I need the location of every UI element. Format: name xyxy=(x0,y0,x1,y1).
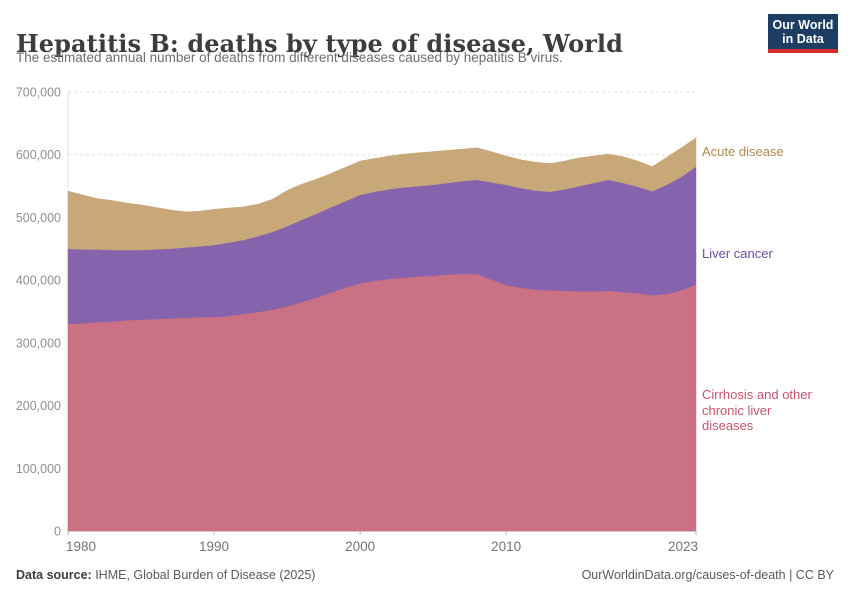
owid-logo-line2: in Data xyxy=(782,32,824,46)
y-tick-label: 400,000 xyxy=(16,274,61,288)
chart-subtitle: The estimated annual number of deaths fr… xyxy=(16,50,563,65)
data-source-text: IHME, Global Burden of Disease (2025) xyxy=(91,568,316,582)
chart-footer: Data source: IHME, Global Burden of Dise… xyxy=(16,568,834,582)
x-tick-label: 2010 xyxy=(491,539,521,554)
y-tick-label: 700,000 xyxy=(16,86,61,100)
y-tick-label: 300,000 xyxy=(16,336,61,350)
y-tick-label: 0 xyxy=(54,525,61,539)
y-tick-label: 500,000 xyxy=(16,211,61,225)
y-tick-label: 100,000 xyxy=(16,462,61,476)
attribution-link[interactable]: OurWorldinData.org/causes-of-death | CC … xyxy=(581,568,834,582)
x-tick-label: 1980 xyxy=(66,539,96,554)
x-tick-label: 2023 xyxy=(668,539,698,554)
x-tick-label: 2000 xyxy=(345,539,375,554)
y-tick-label: 200,000 xyxy=(16,399,61,413)
area-acute-disease[interactable] xyxy=(67,137,697,251)
page-title: Hepatitis B: deaths by type of disease, … xyxy=(16,29,624,59)
owid-logo-line1: Our World xyxy=(772,18,834,32)
data-source-note: Data source: IHME, Global Burden of Dise… xyxy=(16,568,315,582)
y-tick-label: 600,000 xyxy=(16,148,61,162)
data-source-label: Data source: xyxy=(16,568,92,582)
x-tick-label: 1990 xyxy=(199,539,229,554)
owid-logo[interactable]: Our World in Data xyxy=(768,14,838,53)
